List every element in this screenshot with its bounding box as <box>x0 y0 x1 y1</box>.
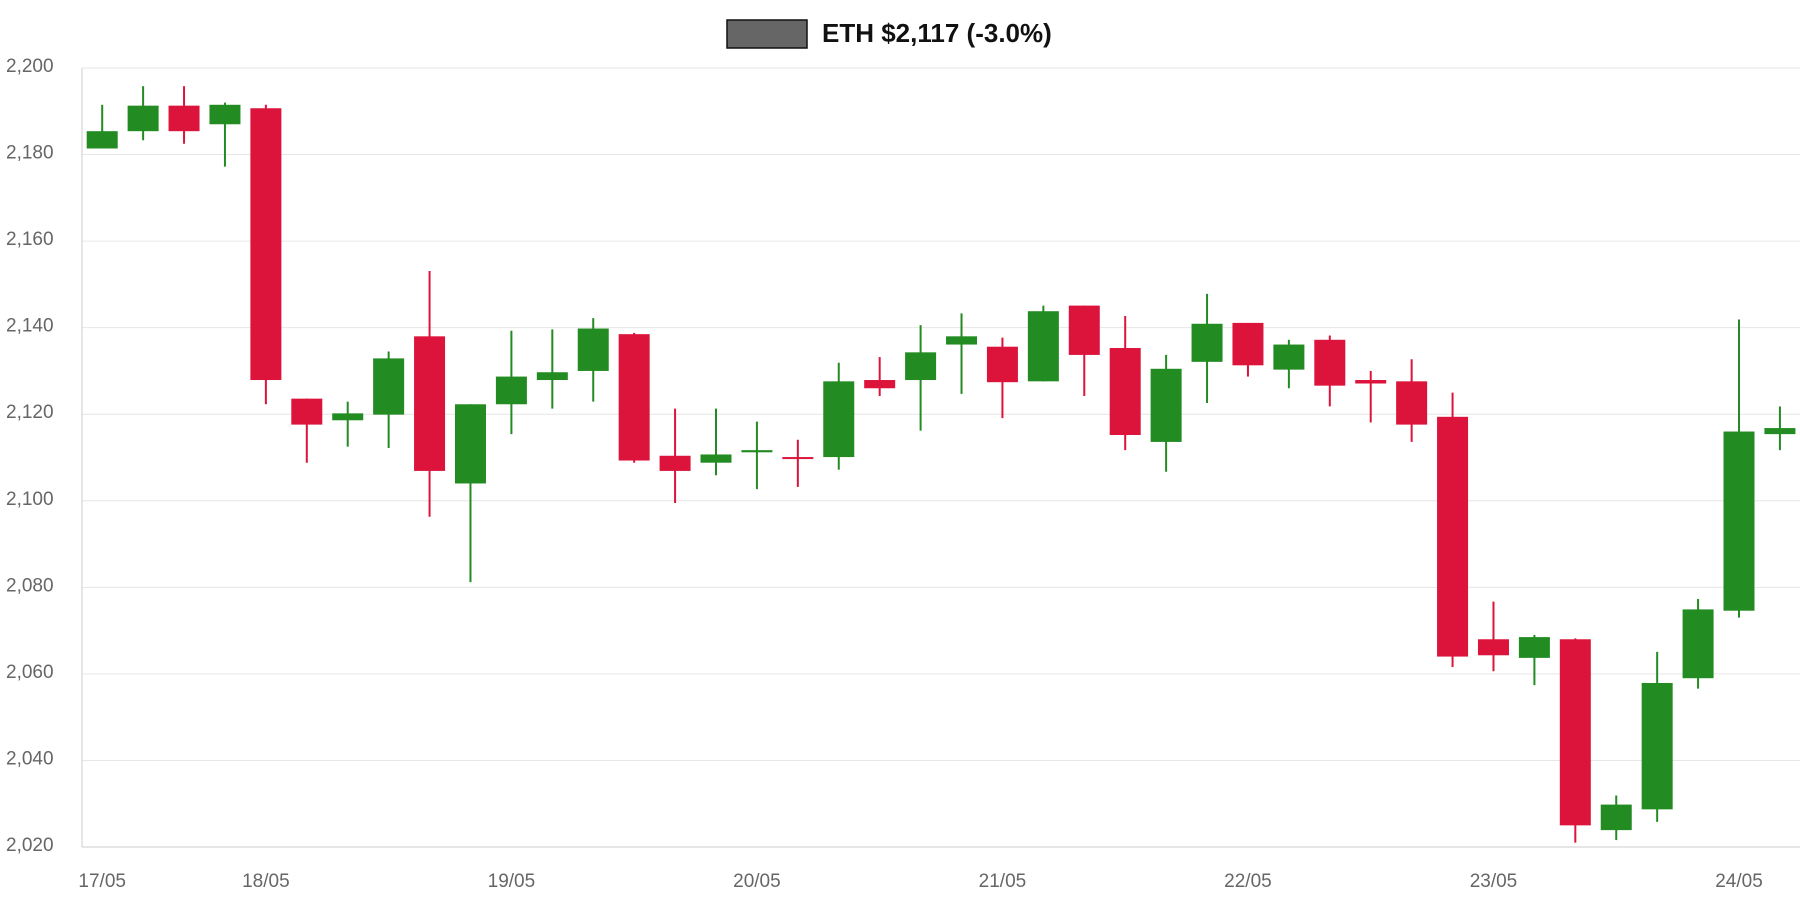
x-tick-label: 21/05 <box>979 871 1027 892</box>
candle-body <box>495 376 527 405</box>
x-tick-label: 22/05 <box>1224 871 1272 892</box>
candle-body <box>741 450 773 453</box>
candle-body <box>332 413 364 421</box>
candle-body <box>250 108 282 381</box>
candle-body <box>782 457 814 460</box>
y-tick-label: 2,040 <box>6 748 54 769</box>
chart-title: ETH $2,117 (-3.0%) <box>822 18 1052 48</box>
candle-body <box>1150 368 1182 442</box>
x-tick-label: 19/05 <box>488 871 536 892</box>
y-tick-label: 2,100 <box>6 489 54 510</box>
candle-body <box>373 358 405 415</box>
candle-body <box>1273 344 1305 370</box>
candle-body <box>1437 416 1469 657</box>
candle-body <box>209 104 241 125</box>
candle-body <box>1518 637 1550 658</box>
candle-body <box>946 336 978 345</box>
candle-body <box>414 336 446 471</box>
x-tick-label: 20/05 <box>733 871 781 892</box>
y-tick-label: 2,020 <box>6 835 54 856</box>
x-tick-label: 24/05 <box>1715 871 1763 892</box>
candle-body <box>700 454 732 463</box>
candle-body <box>577 328 609 371</box>
y-tick-label: 2,120 <box>6 402 54 423</box>
candle-body <box>659 455 691 471</box>
y-tick-label: 2,080 <box>6 575 54 596</box>
candle-body <box>1477 639 1509 656</box>
candle-body <box>86 131 118 149</box>
candle-body <box>168 105 200 132</box>
y-tick-label: 2,180 <box>6 143 54 164</box>
legend-swatch <box>726 19 808 49</box>
x-tick-label: 17/05 <box>78 871 126 892</box>
candle-body <box>1232 322 1264 366</box>
candle-body <box>864 380 896 389</box>
candle-body <box>823 381 855 458</box>
candle-body <box>1109 348 1141 435</box>
candle-body <box>536 372 568 381</box>
candle-body <box>1068 305 1100 355</box>
candle-body <box>1641 682 1673 810</box>
candle-body <box>905 352 937 381</box>
y-tick-label: 2,200 <box>6 56 54 77</box>
candle-body <box>1682 609 1714 679</box>
candle-body <box>618 334 650 461</box>
x-tick-label: 23/05 <box>1470 871 1518 892</box>
x-tick-label: 18/05 <box>242 871 290 892</box>
candle-body <box>1027 311 1059 382</box>
candle-body <box>1191 323 1223 362</box>
candle-body <box>127 105 159 132</box>
candle-body <box>1355 380 1387 384</box>
y-tick-label: 2,060 <box>6 662 54 683</box>
candle-body <box>1559 639 1591 826</box>
candle-body <box>1764 428 1796 435</box>
y-tick-label: 2,140 <box>6 316 54 337</box>
candle-body <box>291 398 323 425</box>
candle-body <box>986 346 1018 383</box>
candle-body <box>454 404 486 484</box>
candle-body <box>1396 381 1428 425</box>
candle-body <box>1723 431 1755 611</box>
y-tick-label: 2,160 <box>6 229 54 250</box>
candle-body <box>1600 804 1632 831</box>
candle-body <box>1314 339 1346 386</box>
